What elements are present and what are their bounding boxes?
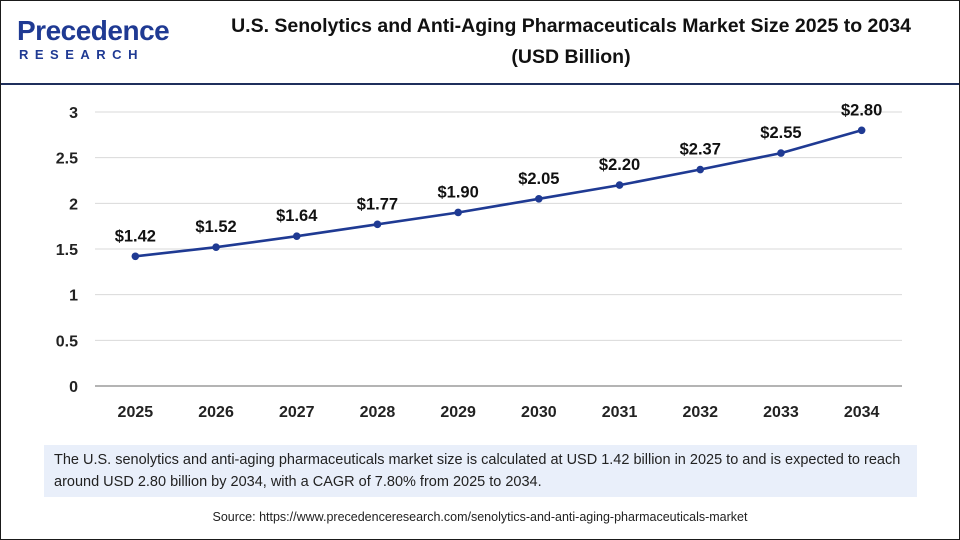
data-point <box>131 252 140 261</box>
x-tick-label: 2032 <box>682 404 718 421</box>
x-tick-label: 2025 <box>118 404 154 421</box>
x-tick-label: 2033 <box>763 404 799 421</box>
y-tick-label: 0 <box>69 379 78 396</box>
x-tick-label: 2026 <box>198 404 234 421</box>
data-point <box>454 208 462 217</box>
data-point <box>292 232 301 241</box>
summary-note: The U.S. senolytics and anti-aging pharm… <box>44 445 917 497</box>
data-point <box>373 220 382 229</box>
header: Precedence RESEARCH U.S. Senolytics and … <box>1 1 959 85</box>
x-tick-label: 2034 <box>844 404 880 421</box>
data-label: $2.55 <box>760 124 801 142</box>
y-tick-label: 2.5 <box>56 151 78 168</box>
series-market-size <box>131 126 866 261</box>
logo-wordmark: Precedence <box>17 15 170 46</box>
data-point <box>615 181 624 189</box>
data-label: $2.37 <box>680 141 721 159</box>
y-tick-label: 1.5 <box>56 242 78 259</box>
y-tick-label: 1 <box>69 288 78 305</box>
x-tick-label: 2031 <box>602 404 638 421</box>
data-label: $1.64 <box>276 207 318 225</box>
x-tick-label: 2029 <box>440 404 476 421</box>
x-tick-label: 2027 <box>279 404 315 421</box>
data-label: $2.05 <box>518 170 559 188</box>
data-label: $2.80 <box>841 101 882 119</box>
gridlines <box>95 111 902 341</box>
data-point <box>696 165 705 174</box>
chart-title-line-2: (USD Billion) <box>511 46 631 68</box>
source-citation: Source: https://www.precedenceresearch.c… <box>212 510 748 524</box>
data-label: $1.42 <box>115 227 156 245</box>
y-tick-label: 3 <box>69 105 78 122</box>
data-label: $1.77 <box>357 195 398 213</box>
data-label: $1.52 <box>195 218 236 236</box>
x-tick-label: 2030 <box>521 404 557 421</box>
data-point <box>777 149 785 157</box>
data-label: $2.20 <box>599 156 640 174</box>
y-tick-label: 2 <box>69 196 78 213</box>
line-chart: 0 0.5 1 1.5 2 2.5 3 2025 2026 2027 2028 2029 2030 203… <box>56 101 902 421</box>
brand-logo: Precedence RESEARCH <box>17 13 170 69</box>
y-tick-label: 0.5 <box>56 333 78 350</box>
logo-subtitle: RESEARCH <box>19 47 144 62</box>
chart-title-line-1: U.S. Senolytics and Anti-Aging Pharmaceu… <box>231 15 911 37</box>
data-point <box>535 194 543 203</box>
x-tick-label: 2028 <box>360 404 396 421</box>
chart-title: U.S. Senolytics and Anti-Aging Pharmaceu… <box>201 11 941 73</box>
series-line <box>135 129 862 258</box>
data-point <box>212 243 220 251</box>
data-point <box>857 126 866 135</box>
data-label: $1.90 <box>438 183 479 201</box>
axes: 0 0.5 1 1.5 2 2.5 3 2025 2026 2027 2028 2029 2030 203… <box>56 105 902 421</box>
data-labels: $1.42 $1.52 $1.64 $1.77 $1.90 $2.05 $2.20 $2.37… <box>115 101 883 245</box>
